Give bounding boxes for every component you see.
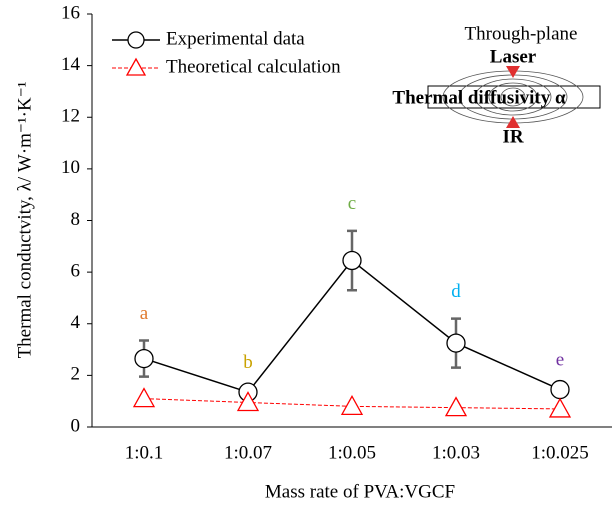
annotation: e: [556, 349, 564, 370]
point: [550, 379, 570, 400]
y-axis-label: Thermal conductvity, λ/ W·m⁻¹·K⁻¹: [14, 81, 35, 358]
x-tick-label: 1:0.025: [531, 442, 589, 463]
inset: Through-plane Laser Thermal diffusivity …: [392, 23, 601, 147]
inset-ir: IR: [502, 126, 523, 147]
point: [446, 333, 466, 353]
y-tick-label: 16: [61, 2, 80, 23]
inset-laser: Laser: [490, 46, 537, 67]
legend-label: Experimental data: [166, 28, 305, 49]
y-tick-label: 6: [71, 260, 81, 281]
point: [444, 396, 468, 417]
x-tick-label: 1:0.05: [328, 442, 376, 463]
y-tick-label: 4: [71, 312, 81, 333]
y-tick-label: 10: [61, 157, 80, 178]
legend-marker: [125, 57, 147, 76]
point: [134, 348, 154, 369]
x-axis-label: Mass rate of PVA:VGCF: [265, 481, 455, 502]
y-tick-label: 2: [71, 364, 81, 385]
annotation: d: [451, 281, 461, 302]
inset-middle: Thermal diffusivity α: [392, 87, 566, 108]
x-tick-label: 1:0.03: [432, 442, 480, 463]
point: [132, 387, 156, 408]
annotation: c: [348, 193, 356, 214]
series-line: [143, 398, 561, 410]
inset-sample: [427, 85, 601, 109]
y-tick-label: 12: [61, 106, 80, 127]
annotation: a: [140, 303, 149, 324]
laser-arrow: [506, 66, 520, 78]
point: [342, 250, 362, 271]
point: [548, 397, 572, 418]
y-tick-label: 0: [71, 415, 81, 436]
point: [340, 395, 364, 416]
inset-title: Through-plane: [465, 23, 578, 44]
annotation: b: [243, 352, 253, 373]
x-tick-label: 1:0.07: [224, 442, 272, 463]
point: [236, 391, 260, 412]
legend-marker: [127, 31, 145, 49]
legend-label: Theoretical calculation: [166, 56, 341, 77]
x-tick-label: 1:0.1: [125, 442, 164, 463]
ir-arrow: [506, 116, 520, 128]
y-tick-label: 8: [71, 209, 81, 230]
y-tick-label: 14: [61, 54, 81, 75]
